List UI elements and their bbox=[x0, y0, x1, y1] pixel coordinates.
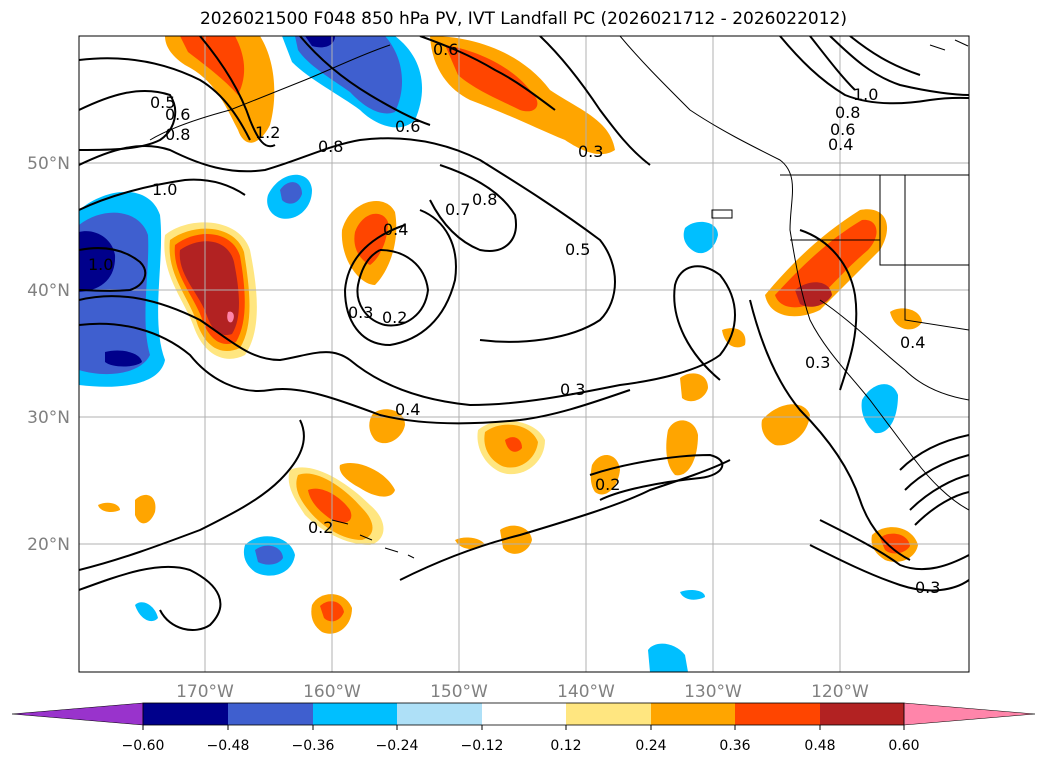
colorbar-segment bbox=[820, 703, 904, 725]
contour-label-layer: 0.6 0.5 0.6 0.8 1.2 0.8 0.6 1.0 1.0 0.4 … bbox=[88, 40, 940, 597]
contour-label: 1.0 bbox=[152, 180, 177, 199]
colorbar-segment bbox=[651, 703, 735, 725]
colorbar-tick-label: 0.12 bbox=[550, 738, 581, 754]
contour-label: 0.4 bbox=[828, 135, 853, 154]
contour-label: 0.8 bbox=[318, 137, 343, 156]
lat-label: 20°N bbox=[27, 535, 70, 555]
contour-label: 0.8 bbox=[835, 103, 860, 122]
contour-label: 0.5 bbox=[150, 93, 175, 112]
map-frame bbox=[78, 35, 970, 673]
lon-label: 170°W bbox=[176, 682, 234, 702]
contour-label: 0.6 bbox=[165, 105, 190, 124]
contour-label: 0.7 bbox=[445, 200, 470, 219]
lat-label: 30°N bbox=[27, 408, 70, 428]
colorbar-tick-label: 0.48 bbox=[804, 738, 835, 754]
colorbar-segment bbox=[482, 703, 566, 725]
colorbar-tick-label: −0.24 bbox=[376, 738, 419, 754]
contour-label: 0.3 bbox=[560, 380, 585, 399]
north-america-coast bbox=[619, 36, 969, 511]
colorbar: −0.60 −0.48 −0.36 −0.24 −0.12 0.12 0.24 … bbox=[11, 702, 1036, 754]
contour-label: 1.0 bbox=[88, 255, 113, 274]
contour-label: 0.5 bbox=[565, 240, 590, 259]
colorbar-segment bbox=[228, 703, 313, 725]
graticule bbox=[79, 36, 969, 672]
colorbar-tick-label: 0.36 bbox=[719, 738, 750, 754]
contour-label: 0.3 bbox=[805, 353, 830, 372]
contour-label: 0.2 bbox=[382, 308, 407, 327]
contour-label: 0.4 bbox=[383, 220, 408, 239]
contour-label: 0.3 bbox=[578, 142, 603, 161]
contour-label: 0.8 bbox=[472, 190, 497, 209]
contour-label: 0.6 bbox=[433, 40, 458, 59]
contour-label: 0.4 bbox=[395, 400, 420, 419]
colorbar-extend-low bbox=[11, 702, 144, 726]
colorbar-tick-label: −0.12 bbox=[461, 738, 504, 754]
colorbar-segment bbox=[313, 703, 397, 725]
contour-label: 0.2 bbox=[595, 475, 620, 494]
contour-label: 1.0 bbox=[853, 85, 878, 104]
contour-label: 0.4 bbox=[900, 333, 925, 352]
contour-label: 0.3 bbox=[915, 578, 940, 597]
lat-label: 40°N bbox=[27, 281, 70, 301]
latitude-labels: 50°N 40°N 30°N 20°N bbox=[27, 154, 70, 555]
pv-contours bbox=[79, 36, 969, 631]
contour-label: 0.6 bbox=[830, 120, 855, 139]
contour-label: 0.3 bbox=[348, 303, 373, 322]
contour-label: 0.8 bbox=[165, 125, 190, 144]
colorbar-segment bbox=[397, 703, 482, 725]
figure-title: 2026021500 F048 850 hPa PV, IVT Landfall… bbox=[199, 9, 847, 29]
colorbar-tick-label: −0.60 bbox=[122, 738, 165, 754]
colorbar-tick-label: 0.60 bbox=[888, 738, 919, 754]
lon-label: 130°W bbox=[684, 682, 742, 702]
lon-label: 140°W bbox=[557, 682, 615, 702]
colorbar-segment bbox=[566, 703, 651, 725]
colorbar-tick-label: 0.24 bbox=[635, 738, 666, 754]
contour-label: 1.2 bbox=[255, 123, 280, 142]
contour-label: 0.2 bbox=[308, 518, 333, 537]
map-area: 0.6 0.5 0.6 0.8 1.2 0.8 0.6 1.0 1.0 0.4 … bbox=[79, 36, 969, 672]
colorbar-segment bbox=[735, 703, 820, 725]
colorbar-tick-label: −0.36 bbox=[292, 738, 335, 754]
colorbar-segment bbox=[143, 703, 228, 725]
coastlines bbox=[149, 36, 969, 559]
colorbar-tick-label: −0.48 bbox=[207, 738, 250, 754]
colorbar-extend-high bbox=[903, 702, 1036, 726]
lon-label: 150°W bbox=[430, 682, 488, 702]
lon-label: 120°W bbox=[811, 682, 869, 702]
contour-label: 0.6 bbox=[395, 117, 420, 136]
lon-label: 160°W bbox=[303, 682, 361, 702]
longitude-labels: 170°W 160°W 150°W 140°W 130°W 120°W bbox=[176, 682, 869, 702]
lat-label: 50°N bbox=[27, 154, 70, 174]
